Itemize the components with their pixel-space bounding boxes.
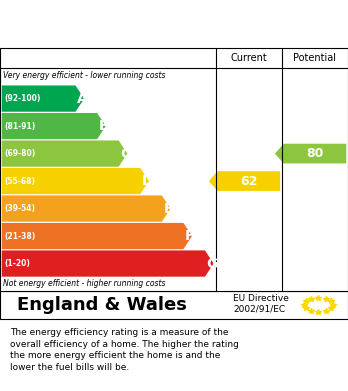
Text: Current: Current [230,53,267,63]
Text: Energy Efficiency Rating: Energy Efficiency Rating [50,15,298,33]
Text: 80: 80 [306,147,324,160]
Text: G: G [207,256,218,271]
Text: England & Wales: England & Wales [17,296,187,314]
Text: (21-38): (21-38) [4,231,35,240]
Text: C: C [120,147,130,161]
Polygon shape [209,171,280,191]
Polygon shape [2,223,192,249]
Text: B: B [99,119,110,133]
Text: (81-91): (81-91) [4,122,35,131]
Text: F: F [185,229,195,243]
Text: D: D [142,174,153,188]
Text: Potential: Potential [293,53,337,63]
Text: A: A [77,91,88,106]
Text: (92-100): (92-100) [4,94,41,103]
Text: (55-68): (55-68) [4,177,35,186]
Text: The energy efficiency rating is a measure of the
overall efficiency of a home. T: The energy efficiency rating is a measur… [10,328,239,372]
Text: 62: 62 [240,174,258,188]
Text: (1-20): (1-20) [4,259,30,268]
Text: E: E [164,201,173,215]
Polygon shape [2,250,214,277]
Polygon shape [2,168,149,194]
Polygon shape [2,196,171,222]
Text: (39-54): (39-54) [4,204,35,213]
Text: EU Directive
2002/91/EC: EU Directive 2002/91/EC [233,294,289,313]
Polygon shape [275,144,346,163]
Text: Not energy efficient - higher running costs: Not energy efficient - higher running co… [3,279,166,288]
Polygon shape [2,140,127,167]
Polygon shape [2,113,106,139]
Polygon shape [2,86,84,112]
Text: Very energy efficient - lower running costs: Very energy efficient - lower running co… [3,71,166,80]
Text: (69-80): (69-80) [4,149,35,158]
